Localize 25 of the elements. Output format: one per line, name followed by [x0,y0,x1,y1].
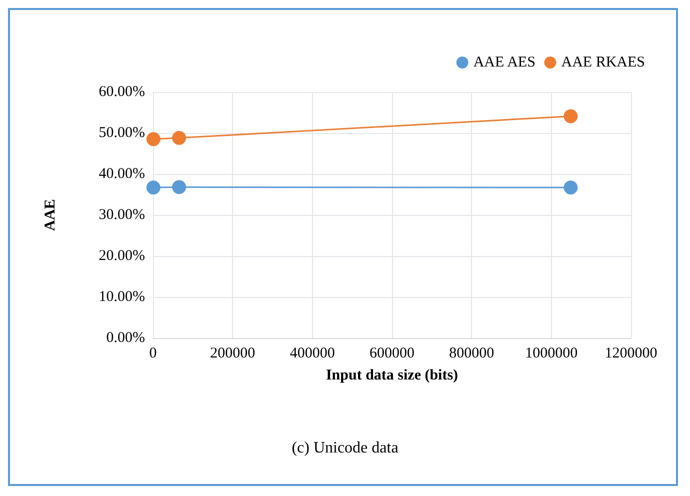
x-axis-title: Input data size (bits) [326,368,458,384]
x-tick-label: 1200000 [604,346,658,362]
y-tick-label: 50.00% [98,125,145,141]
x-tick-label: 400000 [290,346,335,362]
x-tick-label: 0 [149,346,157,362]
y-tick-label: 40.00% [98,166,145,182]
x-tick-label: 200000 [210,346,256,362]
point [564,109,578,124]
point [172,180,186,194]
text: (c) Unicode data [292,440,398,456]
point [146,180,160,195]
x-tick-label: 1000000 [525,346,578,362]
x-tick-label: 600000 [370,346,414,362]
point [172,130,186,145]
legend-label: AAE AES [473,54,536,70]
y-tick-label: 30.00% [98,207,145,223]
y-axis-title: AAE [42,199,58,231]
y-tick-label: 10.00% [98,289,145,305]
y-tick-label: 0.00% [106,330,145,346]
x-tick-label: 800000 [449,346,494,362]
legend-label: AAE RKAES [561,54,646,70]
y-tick-label: 20.00% [98,248,145,264]
y-tick-label: 60.00% [98,84,145,100]
point [564,180,578,195]
point [146,132,160,146]
